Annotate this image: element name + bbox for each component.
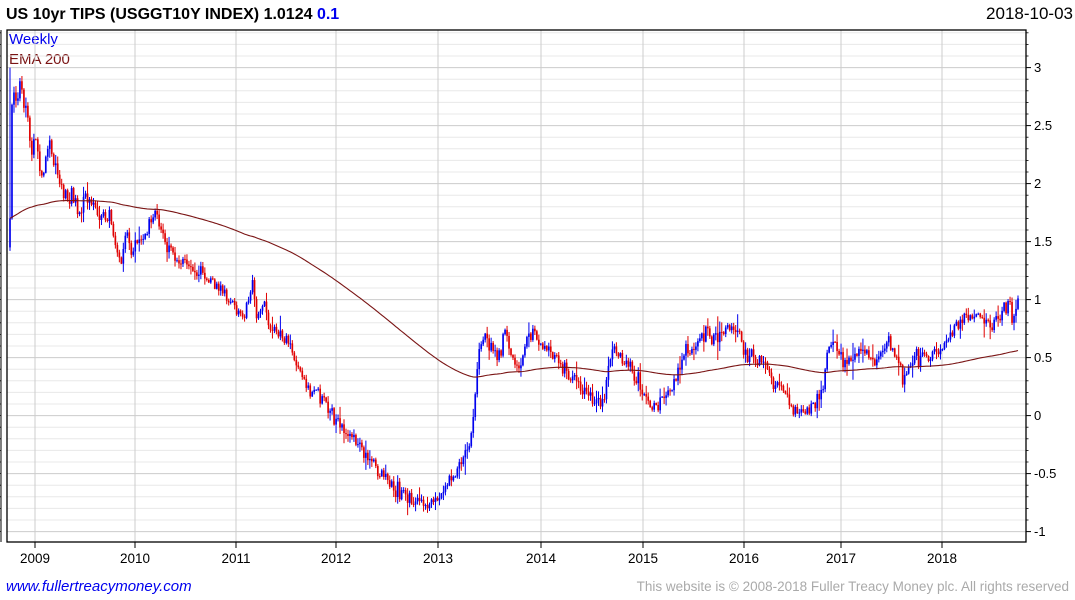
svg-text:2010: 2010 — [120, 551, 150, 566]
svg-text:2017: 2017 — [826, 551, 856, 566]
svg-text:2016: 2016 — [729, 551, 759, 566]
svg-text:0.5: 0.5 — [1034, 350, 1052, 365]
svg-text:3: 3 — [1034, 60, 1041, 75]
svg-text:2013: 2013 — [423, 551, 453, 566]
svg-text:2015: 2015 — [628, 551, 658, 566]
svg-text:2009: 2009 — [20, 551, 50, 566]
svg-text:2.5: 2.5 — [1034, 118, 1052, 133]
svg-text:0: 0 — [1034, 408, 1041, 423]
svg-text:-0.5: -0.5 — [1034, 466, 1056, 481]
svg-text:2012: 2012 — [321, 551, 351, 566]
svg-text:2: 2 — [1034, 176, 1041, 191]
svg-text:2018: 2018 — [927, 551, 957, 566]
svg-text:1.5: 1.5 — [1034, 234, 1052, 249]
svg-text:2014: 2014 — [526, 551, 557, 566]
svg-text:2011: 2011 — [221, 551, 250, 566]
svg-text:-1: -1 — [1034, 524, 1046, 539]
svg-text:1: 1 — [1034, 292, 1041, 307]
